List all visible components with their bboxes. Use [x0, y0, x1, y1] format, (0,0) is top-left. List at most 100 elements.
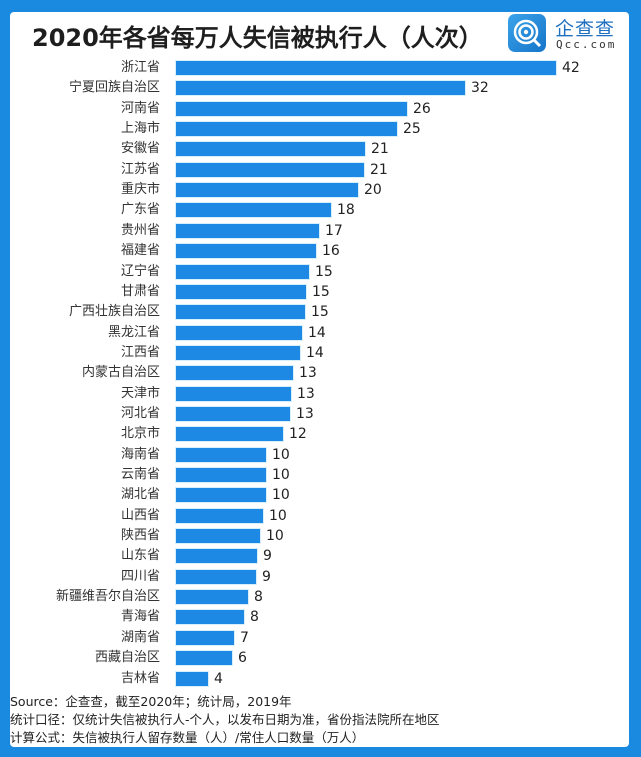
bar-row: 天津市 13 [0, 384, 641, 404]
bar-value: 42 [562, 60, 580, 76]
bar-row: 青海省 8 [0, 607, 641, 627]
bar-label: 四川省 [120, 568, 160, 584]
bar [176, 549, 257, 564]
bar-label: 黑龙江省 [107, 324, 160, 340]
bar-row: 陕西省 10 [0, 526, 641, 546]
bar-value: 14 [308, 324, 326, 341]
bar-value: 21 [370, 161, 388, 178]
bar-label: 宁夏回族自治区 [68, 80, 160, 96]
bar-value: 6 [238, 650, 247, 667]
qcc-logo: 企查查 Qcc.com [508, 14, 633, 56]
bar [176, 122, 397, 137]
bar-value: 26 [413, 100, 431, 117]
bar-value: 14 [306, 344, 324, 361]
bar [176, 427, 283, 442]
bar-row: 河南省 26 [0, 99, 641, 119]
bar-label: 福建省 [120, 243, 160, 259]
bar-row: 贵州省 17 [0, 221, 641, 241]
bar [176, 366, 293, 381]
bar [176, 610, 244, 625]
bar-value: 21 [371, 141, 389, 158]
bar [176, 305, 305, 320]
bar-label: 安徽省 [120, 141, 160, 157]
chart-title: 2020年各省每万人失信被执行人（人次） [32, 24, 483, 52]
bar [176, 386, 291, 401]
bar-value: 32 [471, 80, 489, 97]
bar-row: 宁夏回族自治区 32 [0, 78, 641, 98]
bar [176, 671, 208, 686]
logo-chinese-text: 企查查 [555, 18, 616, 40]
bar-label: 浙江省 [120, 60, 160, 75]
bar-row: 上海市 25 [0, 119, 641, 139]
bar-label: 内蒙古自治区 [81, 365, 160, 381]
bar-value: 17 [325, 222, 343, 239]
bar-row: 西藏自治区 6 [0, 648, 641, 668]
bar-value: 9 [262, 568, 271, 585]
bar-label: 湖南省 [120, 629, 160, 645]
bar-row: 湖南省 7 [0, 628, 641, 648]
bar-value: 15 [311, 304, 329, 321]
bar [176, 162, 364, 177]
bar-row: 新疆维吾尔自治区 8 [0, 587, 641, 607]
bar [176, 203, 331, 218]
bar-row: 江苏省 21 [0, 160, 641, 180]
footer-scope: 统计口径：仅统计失信被执行人-个人，以发布日期为准，省份指法院所在地区 [10, 712, 440, 727]
bar-label: 上海市 [120, 121, 160, 137]
bar-row: 山西省 10 [0, 506, 641, 526]
bar-label: 广西壮族自治区 [68, 304, 160, 320]
bar [176, 101, 407, 116]
footer-source: Source：企查查，截至2020年；统计局，2019年 [10, 694, 292, 709]
bar-row: 四川省 9 [0, 567, 641, 587]
bar [176, 590, 248, 605]
bar-value: 8 [250, 609, 259, 626]
footer-formula: 计算公式：失信被执行人留存数量（人）/常住人口数量（万人） [10, 730, 365, 745]
bar [176, 325, 302, 340]
bar [176, 61, 556, 75]
bar [176, 223, 319, 238]
bar-value: 10 [272, 487, 290, 504]
bar [176, 406, 290, 421]
bar-value: 25 [403, 121, 421, 138]
bar-row: 重庆市 20 [0, 180, 641, 200]
bar-value: 18 [337, 202, 355, 219]
bar [176, 488, 266, 503]
bar-label: 甘肃省 [120, 283, 160, 299]
bar-row: 黑龙江省 14 [0, 323, 641, 343]
bar-row: 江西省 14 [0, 343, 641, 363]
bar-row: 河北省 13 [0, 404, 641, 424]
bar-label: 河南省 [120, 100, 160, 116]
bar-label: 青海省 [120, 609, 160, 625]
bar-row: 甘肃省 15 [0, 282, 641, 302]
bar [176, 529, 260, 544]
bar [176, 183, 358, 198]
bar-label: 山西省 [120, 507, 160, 523]
bar-value: 10 [272, 446, 290, 463]
bar-row: 广东省 18 [0, 200, 641, 220]
bar [176, 508, 263, 523]
bar-row: 海南省 10 [0, 445, 641, 465]
bar [176, 284, 306, 299]
bar [176, 447, 266, 462]
bar-label: 北京市 [120, 426, 160, 442]
bar-value: 13 [297, 385, 315, 402]
bar-label: 西藏自治区 [94, 650, 160, 666]
bar-label: 江苏省 [120, 161, 160, 177]
bar-label: 广东省 [120, 202, 160, 218]
bar-value: 10 [266, 528, 284, 545]
bar-value: 9 [263, 548, 272, 565]
qcc-logo-icon [508, 14, 546, 52]
bar-value: 10 [269, 507, 287, 524]
bar-label: 新疆维吾尔自治区 [55, 589, 160, 605]
bar-label: 天津市 [120, 385, 160, 401]
bar-value: 13 [299, 365, 317, 382]
bar [176, 142, 365, 157]
bar-row: 北京市 12 [0, 424, 641, 444]
bar-row: 安徽省 21 [0, 139, 641, 159]
bar-row: 云南省 10 [0, 465, 641, 485]
bar-value: 10 [272, 467, 290, 483]
bar-value: 15 [312, 283, 330, 300]
bar [176, 569, 256, 584]
logo-english-text: Qcc.com [556, 38, 617, 51]
bar-label: 吉林省 [120, 670, 160, 686]
bar [176, 651, 232, 666]
